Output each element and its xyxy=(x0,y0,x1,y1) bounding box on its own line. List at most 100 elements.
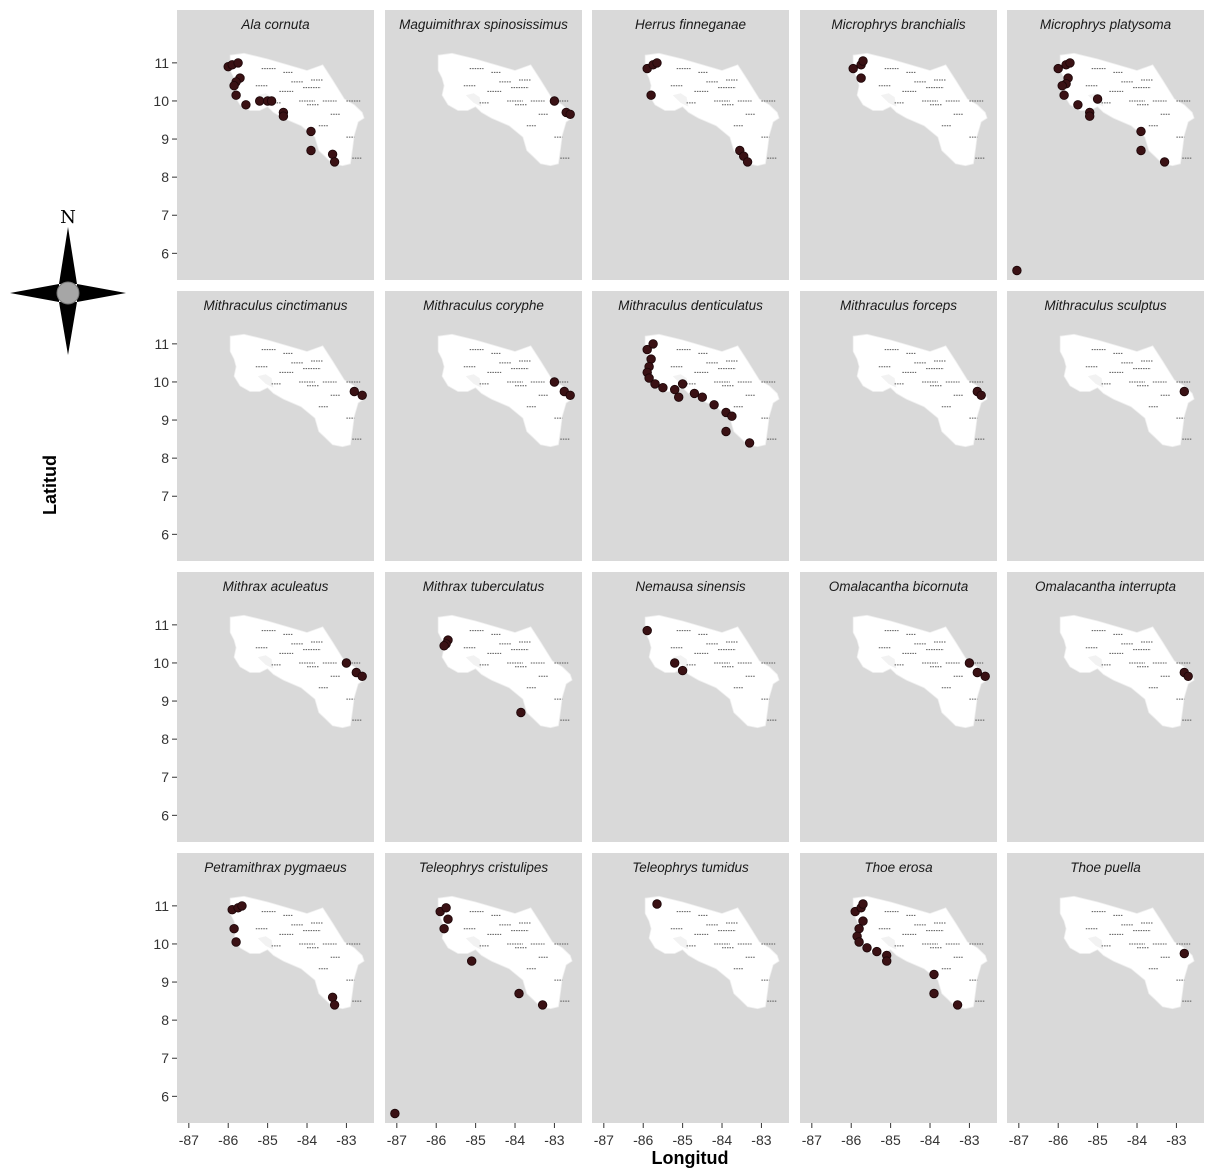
compass-rose-icon: N xyxy=(10,207,126,355)
data-point xyxy=(858,56,868,66)
land-shape xyxy=(852,333,988,448)
data-point xyxy=(1073,100,1083,110)
panel-title: Mithraculus sculptus xyxy=(1044,298,1167,313)
data-point xyxy=(537,1000,548,1010)
y-axis: 6 7 8 9 10 11 6 7 8 9 10 11 6 7 8 9 10 11 6 7 8 9 10 11 xyxy=(153,55,177,1104)
land-shape xyxy=(437,52,573,167)
gulf-shape xyxy=(257,374,274,388)
facet-panel: Mithraculus sculptus xyxy=(1007,291,1204,561)
panel-title: Mithraculus coryphe xyxy=(423,298,544,313)
panel-plot-area xyxy=(229,614,367,729)
gulf-shape xyxy=(880,374,897,388)
panel-title: Maguimithrax spinosissimus xyxy=(399,17,568,32)
data-point xyxy=(642,625,652,636)
data-point xyxy=(742,157,753,167)
gulf-shape xyxy=(1087,936,1104,950)
x-tick-label: -83 xyxy=(544,1132,564,1148)
facet-panel: Microphrys branchialis xyxy=(800,10,997,280)
panel-title: Mithraculus denticulatus xyxy=(618,298,763,313)
data-point xyxy=(744,438,755,448)
data-point xyxy=(854,937,864,947)
facet-panel: Ala cornuta xyxy=(177,10,374,280)
y-tick-label: 8 xyxy=(161,169,169,185)
data-point xyxy=(652,58,662,68)
data-point xyxy=(964,658,975,668)
data-point xyxy=(390,1108,400,1119)
x-tick-label: -84 xyxy=(505,1132,525,1148)
panel-title: Nemausa sinensis xyxy=(635,579,746,594)
gulf-shape xyxy=(672,655,689,669)
y-tick-label: 11 xyxy=(154,336,169,352)
y-tick-label: 10 xyxy=(153,374,169,390)
panel-plot-area xyxy=(437,52,575,167)
data-point xyxy=(514,988,524,999)
data-point xyxy=(709,400,719,410)
panel-title: Mithraculus forceps xyxy=(840,298,957,313)
gulf-shape xyxy=(672,936,689,950)
facet-panel: Petramithrax pygmaeus xyxy=(177,853,374,1123)
panel-title: Thoe erosa xyxy=(864,860,933,875)
panel-plot-area xyxy=(642,333,780,448)
data-point xyxy=(237,901,247,911)
data-point xyxy=(929,969,939,980)
panel-plot-area xyxy=(390,895,573,1119)
facet-panel: Nemausa sinensis xyxy=(592,572,789,842)
data-point xyxy=(229,923,239,934)
compass-south-point xyxy=(59,302,77,355)
y-tick-label: 9 xyxy=(161,693,169,709)
data-point xyxy=(357,390,367,401)
x-axis: -87 -86 -85 -84 -83 -87 -86 -85 -84 -83 -87 -86 -85 -… xyxy=(179,1123,1187,1148)
gulf-shape xyxy=(880,93,897,107)
x-tick-label: -85 xyxy=(258,1132,278,1148)
panel-title: Omalacantha bicornuta xyxy=(829,579,969,594)
facet-panel: Teleophrys tumidus xyxy=(592,853,789,1123)
x-tick-label: -86 xyxy=(218,1132,238,1148)
y-tick-label: 6 xyxy=(161,245,169,261)
y-tick-label: 9 xyxy=(161,131,169,147)
data-point xyxy=(644,373,654,383)
x-tick-label: -87 xyxy=(179,1132,199,1148)
data-point xyxy=(646,90,656,100)
panel-plot-area xyxy=(642,52,780,167)
y-tick-label: 10 xyxy=(153,655,169,671)
panel-plot-area xyxy=(852,333,988,448)
land-shape xyxy=(644,895,780,1010)
y-tick-label: 6 xyxy=(161,807,169,823)
panel-plot-area xyxy=(1059,333,1195,448)
data-point xyxy=(1053,63,1063,74)
panel-plot-area xyxy=(1012,52,1195,276)
panel-title: Omalacantha interrupta xyxy=(1035,579,1177,594)
gulf-shape xyxy=(257,655,274,669)
x-tick-label: -87 xyxy=(802,1132,822,1148)
panel-plot-area xyxy=(227,895,365,1010)
x-tick-label: -84 xyxy=(297,1132,317,1148)
data-point xyxy=(652,899,662,909)
gulf-shape xyxy=(880,655,897,669)
panel-title: Teleophrys tumidus xyxy=(632,860,749,875)
panel-title: Mithrax aculeatus xyxy=(223,579,329,594)
data-point xyxy=(1059,90,1069,100)
facet-panel: Mithraculus forceps xyxy=(800,291,997,561)
data-point xyxy=(1065,58,1075,68)
data-point xyxy=(1057,80,1067,91)
y-tick-label: 10 xyxy=(153,936,169,952)
facet-panel: Thoe erosa xyxy=(800,853,997,1123)
gulf-shape xyxy=(465,374,482,388)
data-point xyxy=(856,73,866,83)
gulf-shape xyxy=(672,93,689,107)
data-point xyxy=(1012,265,1022,276)
panel-plot-area xyxy=(223,52,365,167)
data-point xyxy=(231,90,241,100)
x-tick-label: -86 xyxy=(633,1132,653,1148)
gulf-shape xyxy=(465,936,482,950)
data-point xyxy=(357,671,367,682)
data-point xyxy=(642,344,652,355)
facet-panel: Maguimithrax spinosissimus xyxy=(385,10,582,280)
y-tick-label: 10 xyxy=(153,93,169,109)
facet-panel: Herrus finneganae xyxy=(592,10,789,280)
x-tick-label: -85 xyxy=(881,1132,901,1148)
data-point xyxy=(1084,111,1095,121)
facet-panel: Mithraculus coryphe xyxy=(385,291,582,561)
land-shape xyxy=(437,614,573,729)
panel-title: Ala cornuta xyxy=(240,17,310,32)
